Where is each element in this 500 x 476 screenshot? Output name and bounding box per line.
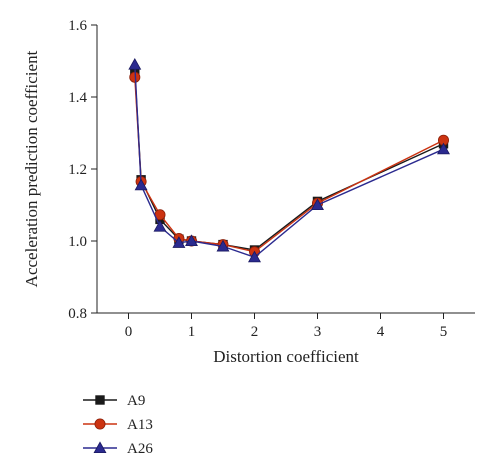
series-A9 [130,67,449,255]
x-tick-label: 4 [377,324,385,340]
data-point [94,418,106,430]
axes: 0.8 1.0 1.2 1.4 1.6 0 1 2 3 4 5 [68,18,475,340]
data-point [311,198,324,211]
legend-item: A26 [83,441,153,457]
legend: A9 A13 A26 [83,393,153,457]
legend-label: A9 [127,393,145,409]
data-point [128,57,142,70]
x-tick-label: 3 [314,324,322,340]
y-tick-label: 1.2 [68,162,87,178]
y-axis-label: Acceleration prediction coefficient [22,50,41,287]
y-tick-label: 0.8 [68,306,87,322]
x-axis-label: Distortion coefficient [213,347,359,366]
legend-item: A13 [83,417,153,433]
x-tick-label: 5 [440,324,448,340]
x-tick-label: 2 [251,324,259,340]
series-line [134,71,444,251]
data-point [95,395,105,405]
series-A26 [128,57,450,263]
legend-item: A9 [83,393,145,409]
x-tick-label: 1 [188,324,196,340]
series-layer [128,57,450,263]
data-point [172,236,186,248]
y-tick-label: 1.4 [68,90,87,106]
data-point [134,178,148,191]
data-point [93,441,107,454]
y-tick-label: 1.6 [68,18,87,34]
legend-label: A26 [127,441,153,457]
series-line [134,64,444,258]
data-point [437,142,450,155]
x-tick-label: 0 [125,324,133,340]
data-point [153,219,167,232]
data-point [185,234,198,247]
legend-label: A13 [127,417,153,433]
y-tick-label: 1.0 [68,234,87,250]
data-point [216,239,230,252]
data-point [248,250,261,263]
